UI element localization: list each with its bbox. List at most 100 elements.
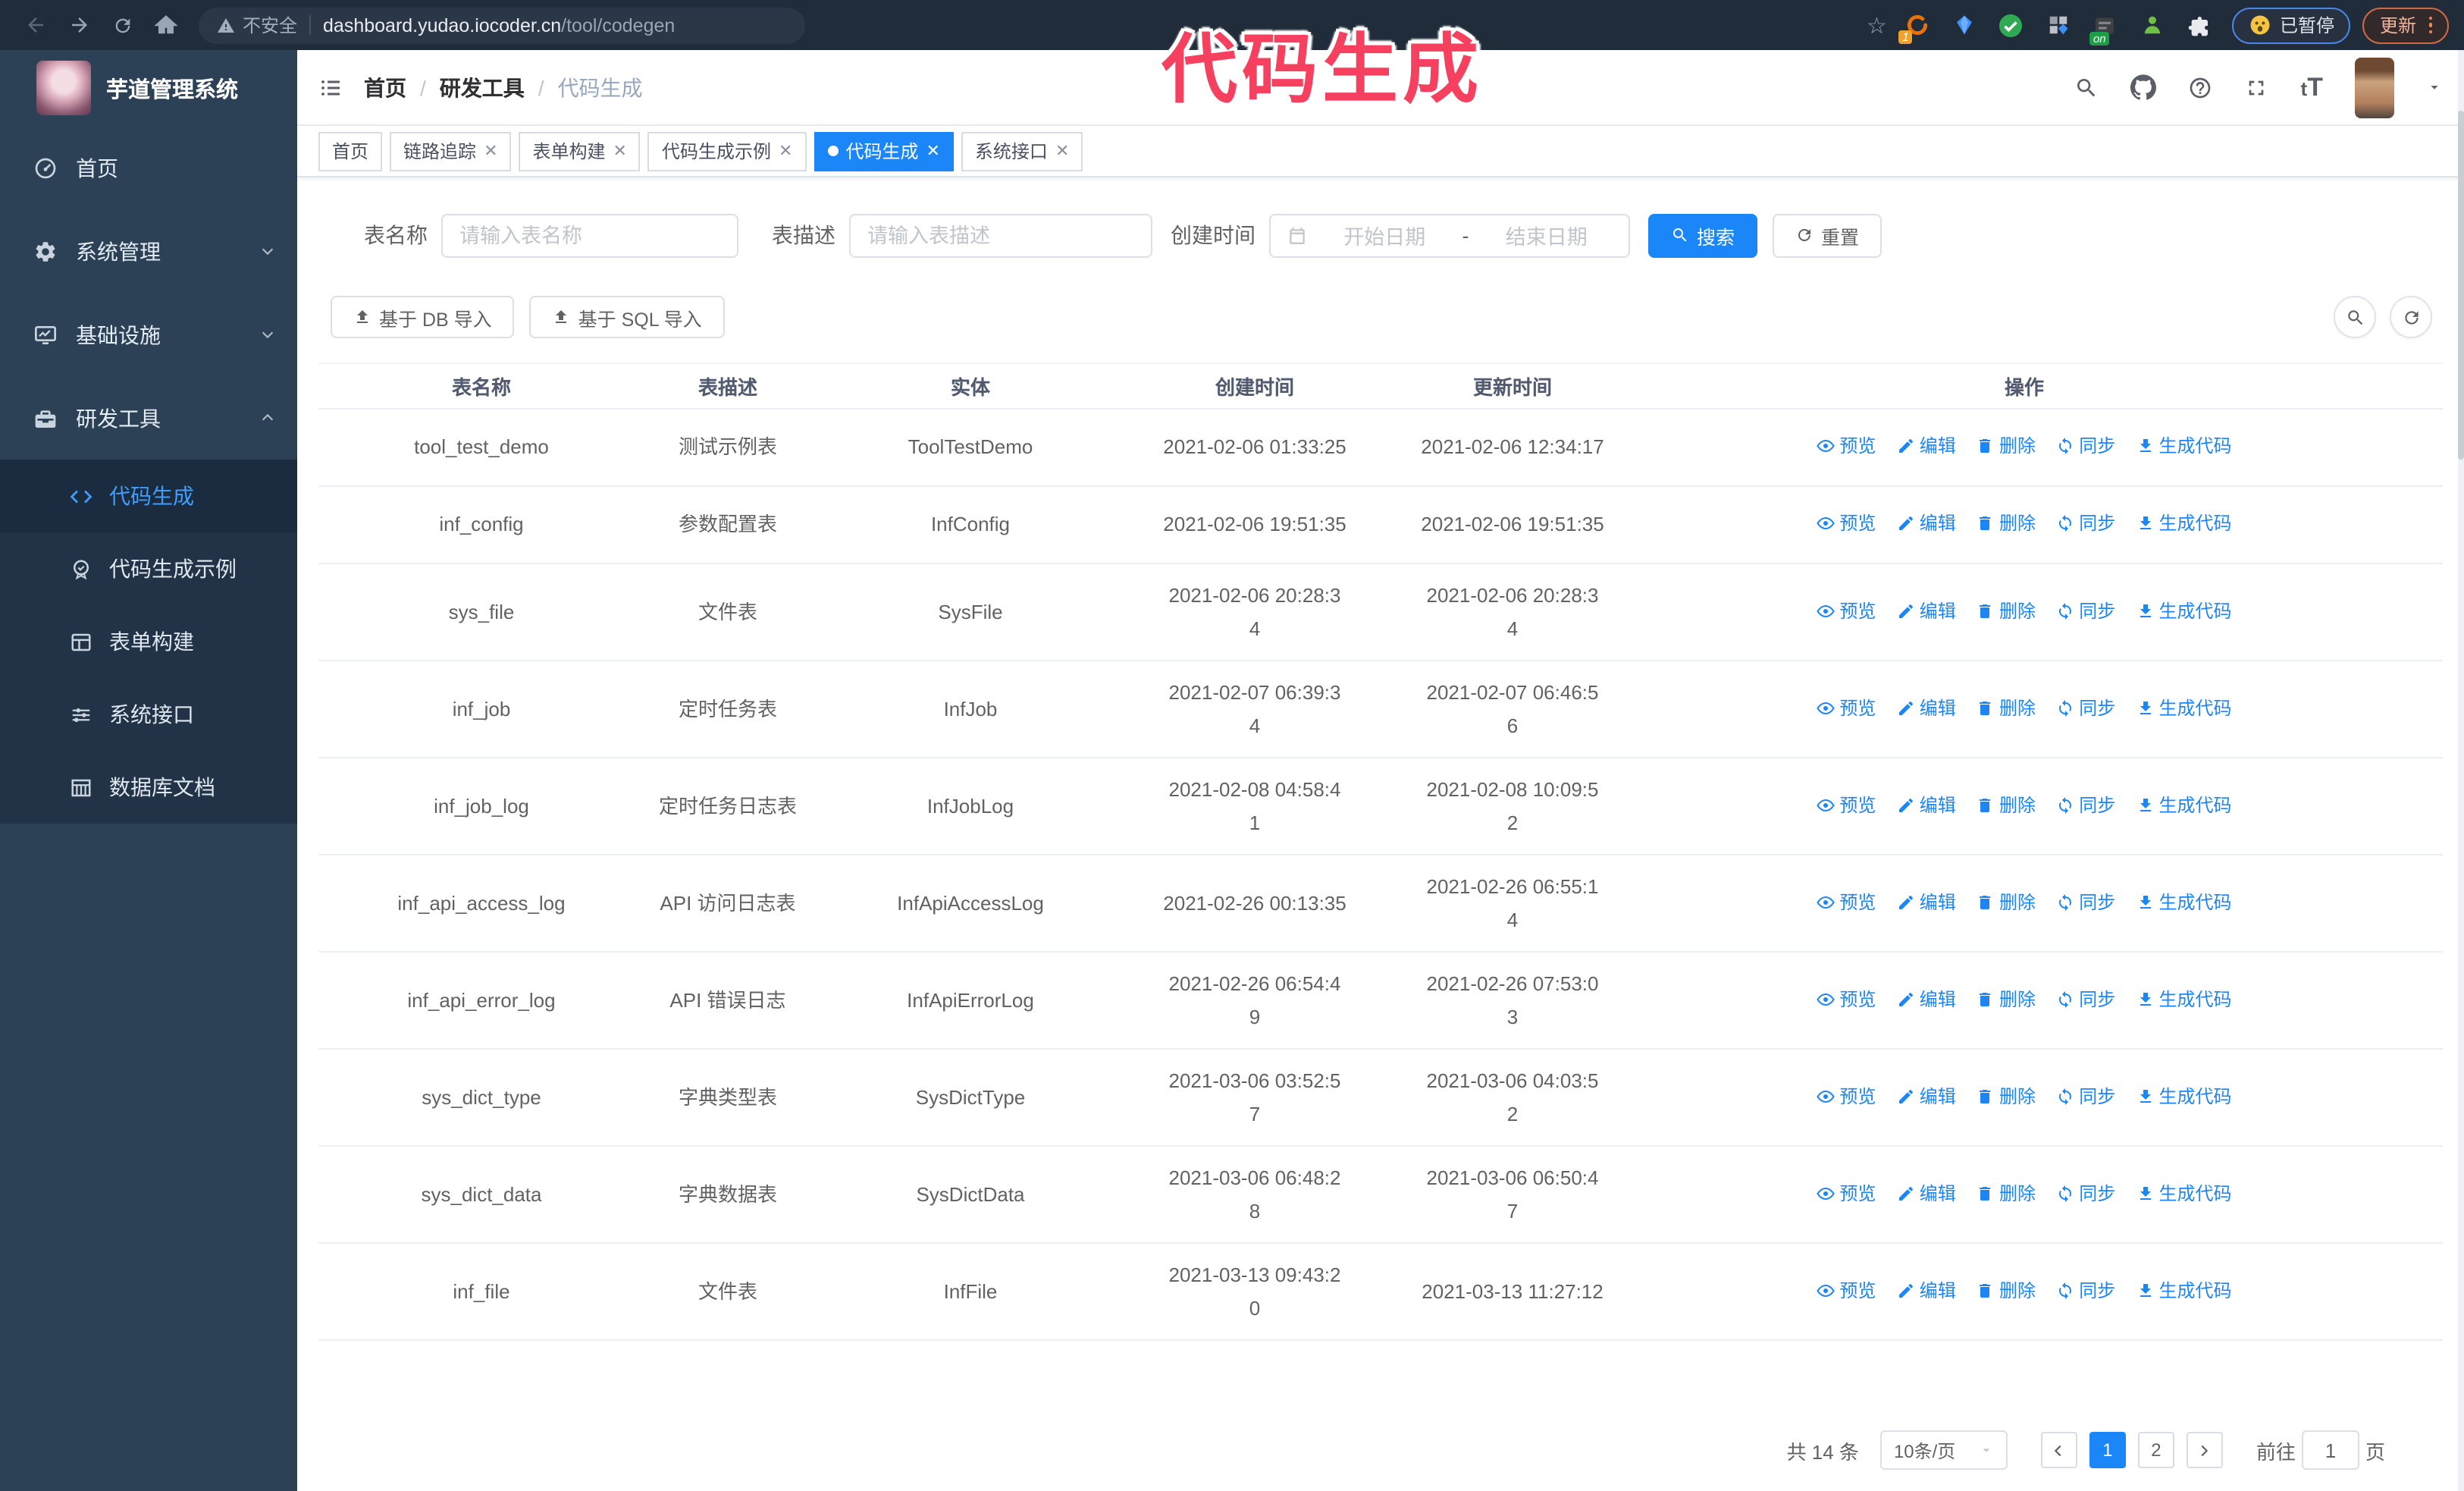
toggle-search-button[interactable]	[2334, 296, 2376, 338]
preview-link[interactable]: 预览	[1817, 429, 1876, 463]
edit-link[interactable]: 编辑	[1897, 1079, 1956, 1113]
import-db-button[interactable]: 基于 DB 导入	[331, 296, 515, 338]
generate-code-link[interactable]: 生成代码	[2136, 1176, 2232, 1210]
avatar[interactable]	[2355, 57, 2394, 118]
tab-system-api[interactable]: 系统接口 ✕	[961, 131, 1083, 171]
preview-link[interactable]: 预览	[1817, 507, 1876, 540]
goto-page-input[interactable]	[2301, 1430, 2359, 1470]
table-name-input[interactable]	[459, 224, 720, 246]
edit-link[interactable]: 编辑	[1897, 788, 1956, 821]
delete-link[interactable]: 删除	[1977, 691, 2036, 724]
next-page-button[interactable]	[2186, 1432, 2223, 1468]
delete-link[interactable]: 删除	[1977, 429, 2036, 463]
generate-code-link[interactable]: 生成代码	[2136, 885, 2232, 918]
reload-icon[interactable]	[112, 14, 133, 36]
preview-link[interactable]: 预览	[1817, 788, 1876, 821]
delete-link[interactable]: 删除	[1977, 1079, 2036, 1113]
delete-link[interactable]: 删除	[1977, 1273, 2036, 1307]
generate-code-link[interactable]: 生成代码	[2136, 788, 2232, 821]
preview-link[interactable]: 预览	[1817, 691, 1876, 724]
sidebar-item-codegen-example[interactable]: 代码生成示例	[0, 532, 297, 605]
date-range-picker[interactable]: 开始日期 - 结束日期	[1269, 213, 1630, 257]
table-desc-input[interactable]	[867, 224, 1134, 246]
search-button[interactable]: 搜索	[1648, 213, 1758, 257]
sidebar-item-form-builder[interactable]: 表单构建	[0, 605, 297, 678]
update-button[interactable]: 更新	[2362, 7, 2449, 43]
sync-link[interactable]: 同步	[2056, 1079, 2115, 1113]
home-icon[interactable]	[155, 14, 177, 36]
sync-link[interactable]: 同步	[2056, 507, 2115, 540]
edit-link[interactable]: 编辑	[1897, 885, 1956, 918]
generate-code-link[interactable]: 生成代码	[2136, 982, 2232, 1015]
edit-link[interactable]: 编辑	[1897, 982, 1956, 1015]
extension-grid-icon[interactable]	[2043, 10, 2074, 40]
preview-link[interactable]: 预览	[1817, 982, 1876, 1015]
generate-code-link[interactable]: 生成代码	[2136, 1273, 2232, 1307]
preview-link[interactable]: 预览	[1817, 1079, 1876, 1113]
browser-menu-icon[interactable]	[2428, 16, 2432, 34]
generate-code-link[interactable]: 生成代码	[2136, 691, 2232, 724]
edit-link[interactable]: 编辑	[1897, 507, 1956, 540]
sync-link[interactable]: 同步	[2056, 1273, 2115, 1307]
delete-link[interactable]: 删除	[1977, 885, 2036, 918]
extension-green-icon[interactable]	[2137, 10, 2168, 40]
generate-code-link[interactable]: 生成代码	[2136, 594, 2232, 627]
delete-link[interactable]: 删除	[1977, 507, 2036, 540]
forward-icon[interactable]	[68, 14, 91, 36]
close-icon[interactable]: ✕	[613, 143, 627, 161]
import-sql-button[interactable]: 基于 SQL 导入	[529, 296, 725, 338]
avatar-caret-icon[interactable]	[2426, 79, 2443, 96]
close-icon[interactable]: ✕	[1055, 143, 1070, 161]
preview-link[interactable]: 预览	[1817, 885, 1876, 918]
scrollbar-thumb[interactable]	[2458, 111, 2464, 460]
address-bar[interactable]: 不安全 dashboard.yudao.iocoder.cn/tool/code…	[199, 7, 805, 43]
hamburger-icon[interactable]	[318, 75, 343, 99]
refresh-table-button[interactable]	[2390, 296, 2432, 338]
delete-link[interactable]: 删除	[1977, 982, 2036, 1015]
extensions-puzzle-icon[interactable]	[2184, 10, 2215, 40]
fullscreen-icon[interactable]	[2245, 75, 2269, 99]
tab-tracing[interactable]: 链路追踪 ✕	[390, 131, 512, 171]
edit-link[interactable]: 编辑	[1897, 594, 1956, 627]
search-icon[interactable]	[2075, 75, 2099, 99]
extension-check-icon[interactable]	[1996, 10, 2027, 40]
help-icon[interactable]	[2189, 75, 2213, 99]
preview-link[interactable]: 预览	[1817, 594, 1876, 627]
page-button-1[interactable]: 1	[2089, 1432, 2126, 1468]
font-size-icon[interactable]: tT	[2300, 72, 2323, 101]
sync-link[interactable]: 同步	[2056, 1176, 2115, 1210]
security-label[interactable]: 不安全	[243, 15, 298, 36]
sync-link[interactable]: 同步	[2056, 594, 2115, 627]
extension-gem-icon[interactable]	[1949, 10, 1980, 40]
generate-code-link[interactable]: 生成代码	[2136, 429, 2232, 463]
edit-link[interactable]: 编辑	[1897, 1176, 1956, 1210]
sync-link[interactable]: 同步	[2056, 691, 2115, 724]
sidebar-item-system-api[interactable]: 系统接口	[0, 678, 297, 751]
sidebar-item-devtools[interactable]: 研发工具	[0, 376, 297, 460]
tab-codegen-example[interactable]: 代码生成示例 ✕	[647, 131, 807, 171]
close-icon[interactable]: ✕	[484, 143, 498, 161]
sidebar-item-home[interactable]: 首页	[0, 126, 297, 209]
extension-orange-icon[interactable]: 1	[1898, 10, 1933, 43]
close-icon[interactable]: ✕	[779, 143, 793, 161]
sidebar-item-db-doc[interactable]: 数据库文档	[0, 751, 297, 824]
bookmark-star-icon[interactable]: ☆	[1867, 13, 1887, 39]
edit-link[interactable]: 编辑	[1897, 691, 1956, 724]
sidebar-item-infra[interactable]: 基础设施	[0, 293, 297, 376]
sync-link[interactable]: 同步	[2056, 788, 2115, 821]
generate-code-link[interactable]: 生成代码	[2136, 507, 2232, 540]
edit-link[interactable]: 编辑	[1897, 1273, 1956, 1307]
sidebar-item-system[interactable]: 系统管理	[0, 209, 297, 293]
tab-home[interactable]: 首页	[318, 131, 383, 171]
app-logo[interactable]: 芋道管理系统	[0, 50, 297, 126]
delete-link[interactable]: 删除	[1977, 788, 2036, 821]
sync-link[interactable]: 同步	[2056, 982, 2115, 1015]
reset-button[interactable]: 重置	[1773, 213, 1882, 257]
paused-badge[interactable]: 已暂停	[2232, 7, 2351, 43]
extension-on-icon[interactable]: on	[2089, 10, 2121, 45]
close-icon[interactable]: ✕	[926, 143, 940, 161]
sync-link[interactable]: 同步	[2056, 885, 2115, 918]
breadcrumb-devtools[interactable]: 研发工具	[439, 75, 525, 99]
page-button-2[interactable]: 2	[2137, 1432, 2174, 1468]
preview-link[interactable]: 预览	[1817, 1273, 1876, 1307]
